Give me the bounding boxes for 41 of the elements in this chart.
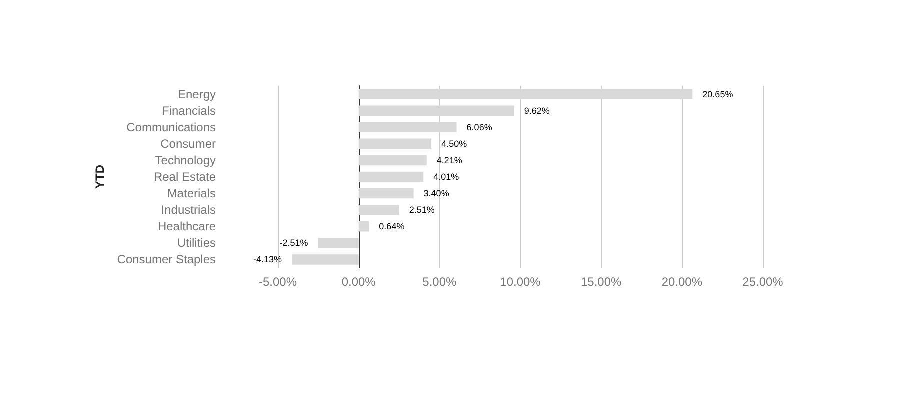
data-label: -4.13% — [254, 254, 282, 265]
y-tick-label: Consumer Staples — [117, 252, 216, 267]
bar — [358, 122, 457, 132]
bar — [358, 222, 370, 232]
y-tick-label: Healthcare — [158, 220, 216, 234]
bar — [358, 155, 427, 166]
y-tick-label: Energy — [178, 87, 216, 102]
y-tick-label: Consumer — [160, 136, 216, 151]
y-tick-label: Financials — [162, 104, 216, 118]
data-label: 4.50% — [442, 138, 468, 149]
x-tick-label: -5.00% — [258, 275, 298, 289]
x-tick-label: 10.00% — [500, 275, 542, 289]
bar — [358, 89, 693, 100]
y-tick-label: Materials — [167, 186, 216, 201]
data-label: 2.51% — [409, 205, 435, 216]
y-tick-label: Industrials — [161, 203, 216, 218]
y-tick-label: Real Estate — [154, 170, 216, 184]
bar — [318, 238, 359, 248]
y-axis-title: YTD — [93, 164, 107, 189]
x-tick-label: 25.00% — [742, 275, 784, 289]
bar — [358, 138, 432, 150]
bar — [358, 188, 414, 199]
bar — [358, 172, 424, 182]
x-tick-label: 0.00% — [342, 275, 376, 289]
data-label: -2.51% — [280, 238, 308, 248]
bar — [358, 204, 400, 216]
x-tick-label: 5.00% — [422, 275, 458, 289]
x-tick-label: 15.00% — [580, 275, 622, 289]
y-tick-label: Communications — [126, 120, 216, 134]
data-label: 4.21% — [436, 155, 462, 166]
bar — [358, 106, 514, 116]
data-label: 4.01% — [434, 172, 460, 182]
data-label: 6.06% — [466, 122, 492, 132]
data-label: 3.40% — [424, 188, 450, 199]
data-label: 20.65% — [702, 89, 734, 100]
y-tick-label: Utilities — [177, 236, 216, 250]
y-tick-label: Technology — [155, 153, 216, 168]
data-label: 0.64% — [379, 222, 405, 232]
x-tick-label: 20.00% — [662, 275, 703, 289]
data-label: 9.62% — [524, 106, 550, 116]
bar — [292, 254, 359, 265]
